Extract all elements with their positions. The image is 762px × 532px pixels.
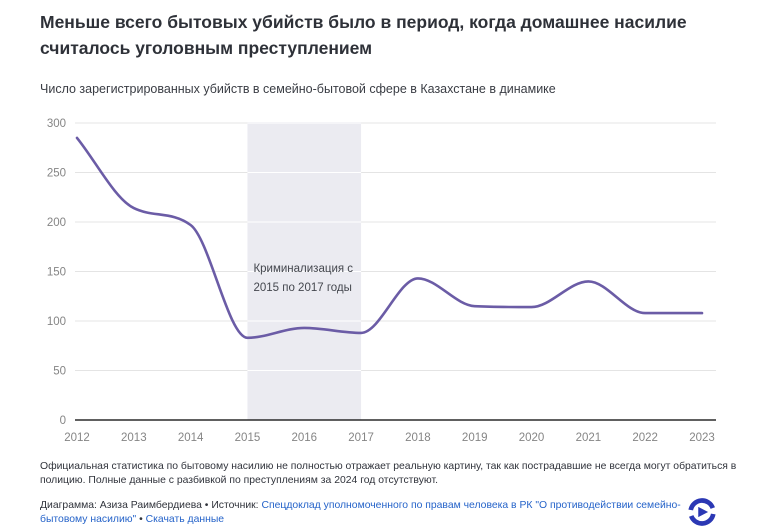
- logo-bottom-arc: [689, 513, 716, 526]
- y-tick-label-200: 200: [47, 217, 66, 229]
- y-tick-label-300: 300: [47, 118, 66, 130]
- datawrapper-logo-icon: [688, 498, 716, 526]
- band-annotation-line-2: 2015 по 2017 годы: [253, 282, 351, 294]
- credits-separator: •: [136, 513, 146, 525]
- x-tick-label-2023: 2023: [689, 432, 715, 444]
- x-tick-label-2016: 2016: [291, 432, 317, 444]
- credits-line: Диаграмма: Азиза Раимбердиева • Источник…: [40, 499, 685, 526]
- chart-subtitle: Число зарегистрированных убийств в семей…: [40, 82, 556, 96]
- logo-play-arrow: [698, 506, 709, 518]
- x-tick-label-2022: 2022: [632, 432, 658, 444]
- x-tick-label-2015: 2015: [235, 432, 261, 444]
- x-tick-label-2013: 2013: [121, 432, 147, 444]
- x-tick-label-2020: 2020: [519, 432, 545, 444]
- line-chart: Криминализация с 2015 по 2017 годы 0 50 100 1…: [0, 110, 762, 456]
- y-tick-label-0: 0: [60, 415, 66, 427]
- y-tick-label-100: 100: [47, 316, 66, 328]
- data-line: [75, 136, 704, 340]
- x-tick-label-2018: 2018: [405, 432, 431, 444]
- y-tick-label-150: 150: [47, 267, 66, 279]
- footnote: Официальная статистика по бытовому насил…: [40, 461, 737, 486]
- source-link[interactable]: Спецдоклад уполномоченного по правам чел…: [40, 500, 681, 525]
- datawrapper-logo[interactable]: [687, 497, 717, 527]
- logo-top-arc: [688, 498, 715, 511]
- x-tick-label-2021: 2021: [576, 432, 602, 444]
- x-tick-label-2017: 2017: [348, 432, 374, 444]
- byline: Диаграмма: Азиза Раимбердиева • Источник…: [40, 500, 262, 511]
- x-tick-label-2014: 2014: [178, 432, 204, 444]
- y-tick-label-250: 250: [47, 168, 66, 180]
- x-tick-label-2012: 2012: [64, 432, 90, 444]
- y-tick-label-50: 50: [53, 366, 66, 378]
- band-annotation-line-1: Криминализация с: [253, 263, 353, 275]
- line-chart-canvas: Криминализация с 2015 по 2017 годы 0 50 100 1…: [47, 118, 716, 444]
- chart-title: Меньше всего бытовых убийств было в пери…: [40, 12, 687, 58]
- download-data-link[interactable]: Скачать данные: [145, 513, 225, 525]
- x-tick-label-2019: 2019: [462, 432, 488, 444]
